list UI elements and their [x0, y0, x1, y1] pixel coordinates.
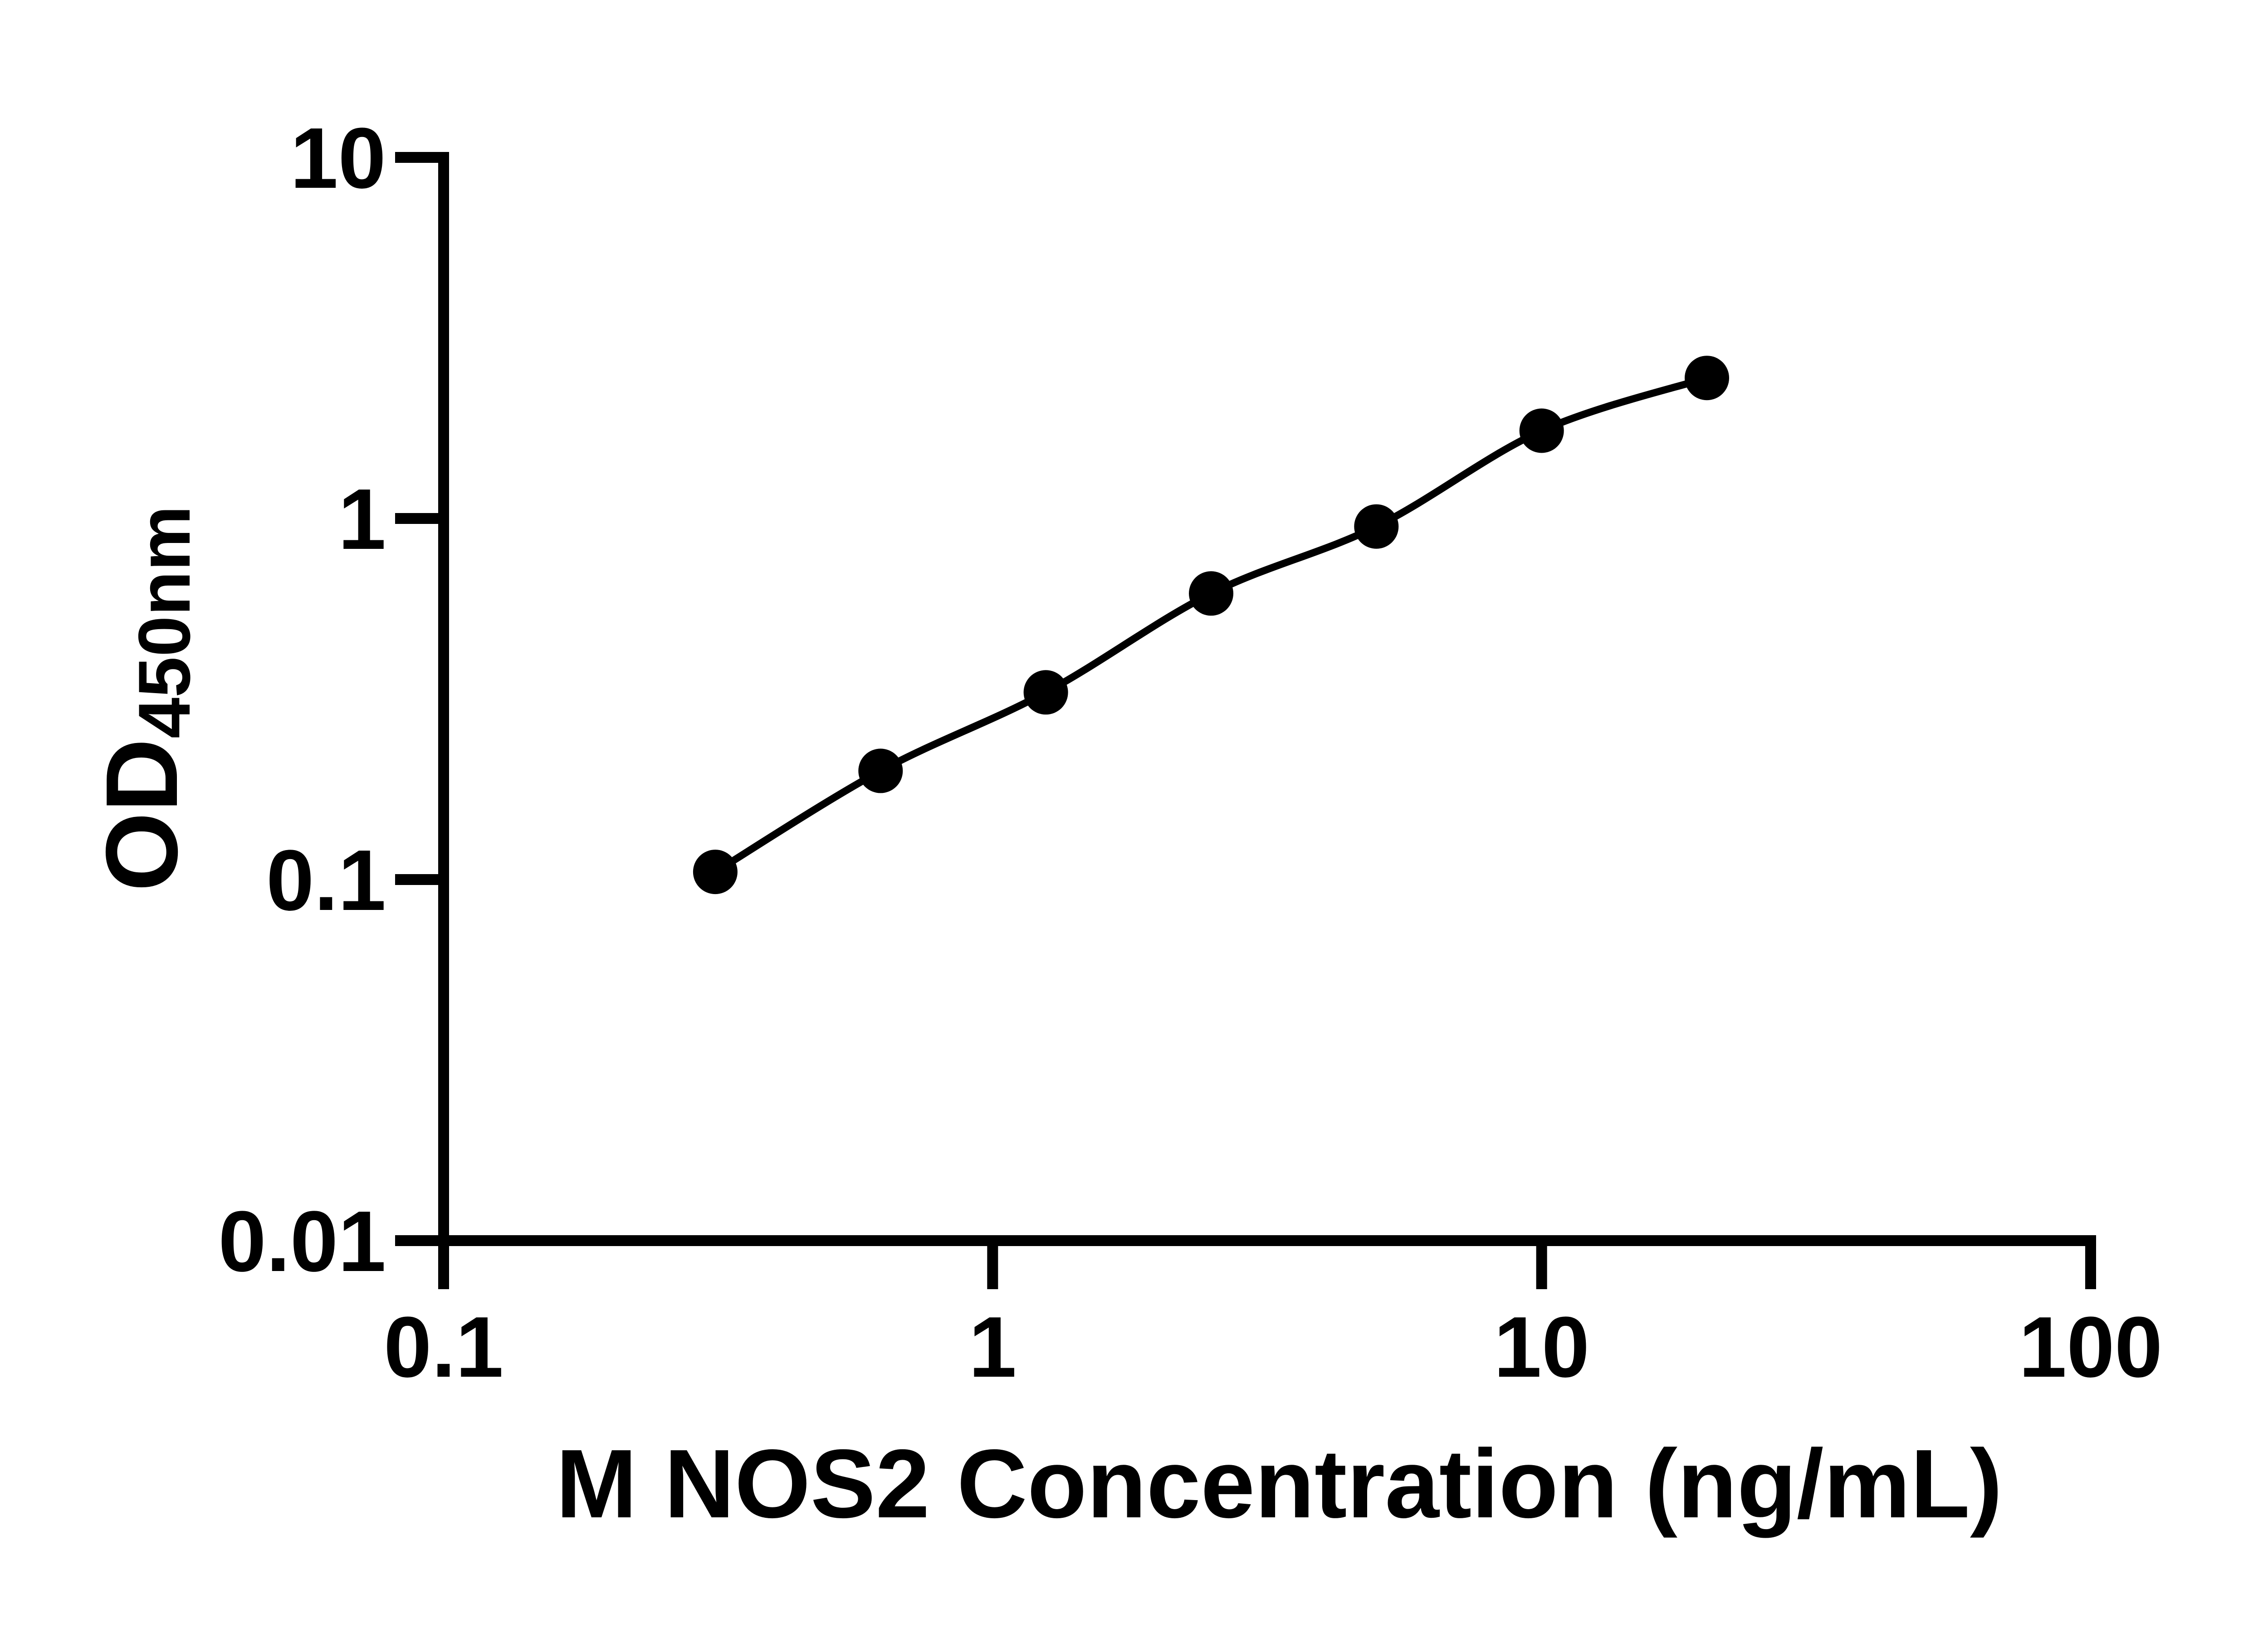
- y-axis-ticks: 10 1 0.1 0.01: [218, 110, 438, 1290]
- x-tick-label: 10: [1494, 1299, 1589, 1395]
- y-axis-title-main: OD: [84, 738, 199, 892]
- data-point: [1354, 504, 1399, 549]
- data-point: [858, 748, 903, 793]
- x-axis-title: M NOS2 Concentration (ng/mL): [556, 1429, 2002, 1538]
- y-axis-title: OD450nm: [84, 506, 205, 892]
- data-point: [1685, 356, 1729, 401]
- x-tick-label: 0.1: [384, 1299, 503, 1395]
- y-tick-label: 10: [290, 110, 386, 206]
- y-tick-label: 1: [338, 471, 386, 567]
- x-tick-label: 1: [968, 1299, 1017, 1395]
- data-point: [1023, 670, 1068, 715]
- x-axis-ticks: 0.1 1 10 100: [384, 1246, 2162, 1395]
- y-axis-title-subscript: 450nm: [123, 506, 205, 738]
- x-tick-label: 100: [2019, 1299, 2162, 1395]
- data-point: [1519, 408, 1564, 453]
- data-point: [1189, 571, 1233, 616]
- data-series: [693, 356, 1729, 895]
- y-tick-label: 0.1: [266, 832, 386, 929]
- data-point: [693, 850, 738, 895]
- y-tick-label: 0.01: [218, 1193, 386, 1290]
